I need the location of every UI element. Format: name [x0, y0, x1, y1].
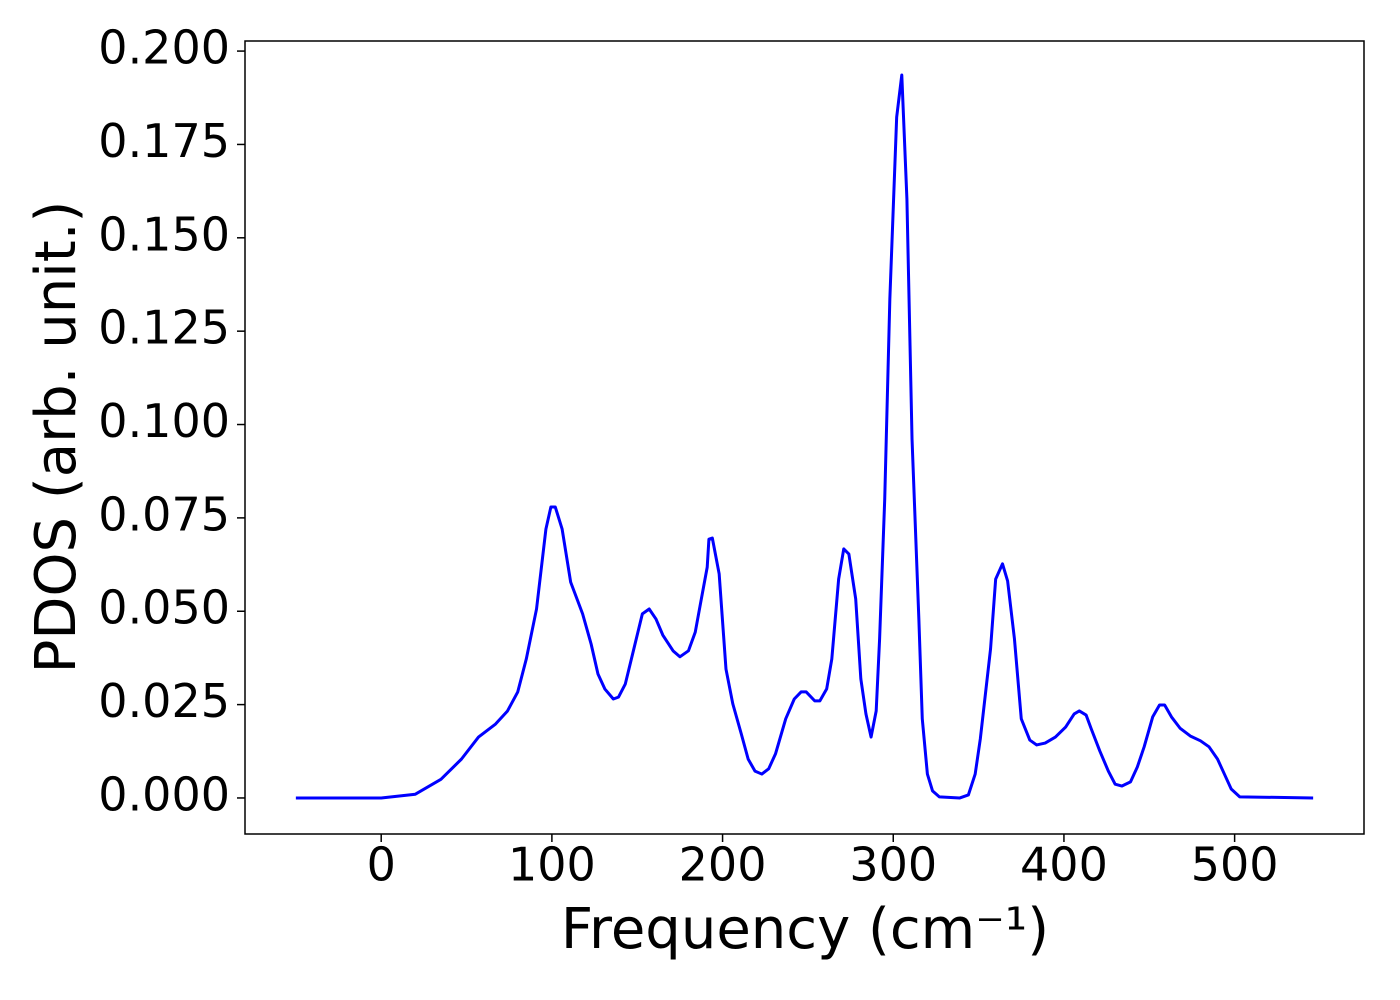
plot-frame [244, 40, 1365, 835]
y-tick-label: 0.050 [98, 581, 230, 635]
y-tick-label: 0.200 [98, 21, 230, 75]
x-tick-label: 500 [1191, 838, 1279, 892]
y-tick-label: 0.175 [98, 114, 230, 168]
y-tick-label: 0.100 [98, 394, 230, 448]
y-tick-label: 0.125 [98, 301, 230, 355]
y-tick-label: 0.150 [98, 207, 230, 261]
x-tick-label: 300 [849, 838, 937, 892]
x-tick-label: 100 [508, 838, 596, 892]
x-tick-label: 400 [1020, 838, 1108, 892]
x-tick-label: 0 [367, 838, 396, 892]
x-tick-label: 200 [679, 838, 767, 892]
line-series [295, 73, 1314, 800]
x-axis-label: Frequency (cm⁻¹) [561, 897, 1049, 962]
y-axis-label: PDOS (arb. unit.) [24, 201, 89, 674]
y-tick-label: 0.025 [98, 674, 230, 728]
y-tick-label: 0.000 [98, 767, 230, 821]
y-tick-label: 0.075 [98, 487, 230, 541]
